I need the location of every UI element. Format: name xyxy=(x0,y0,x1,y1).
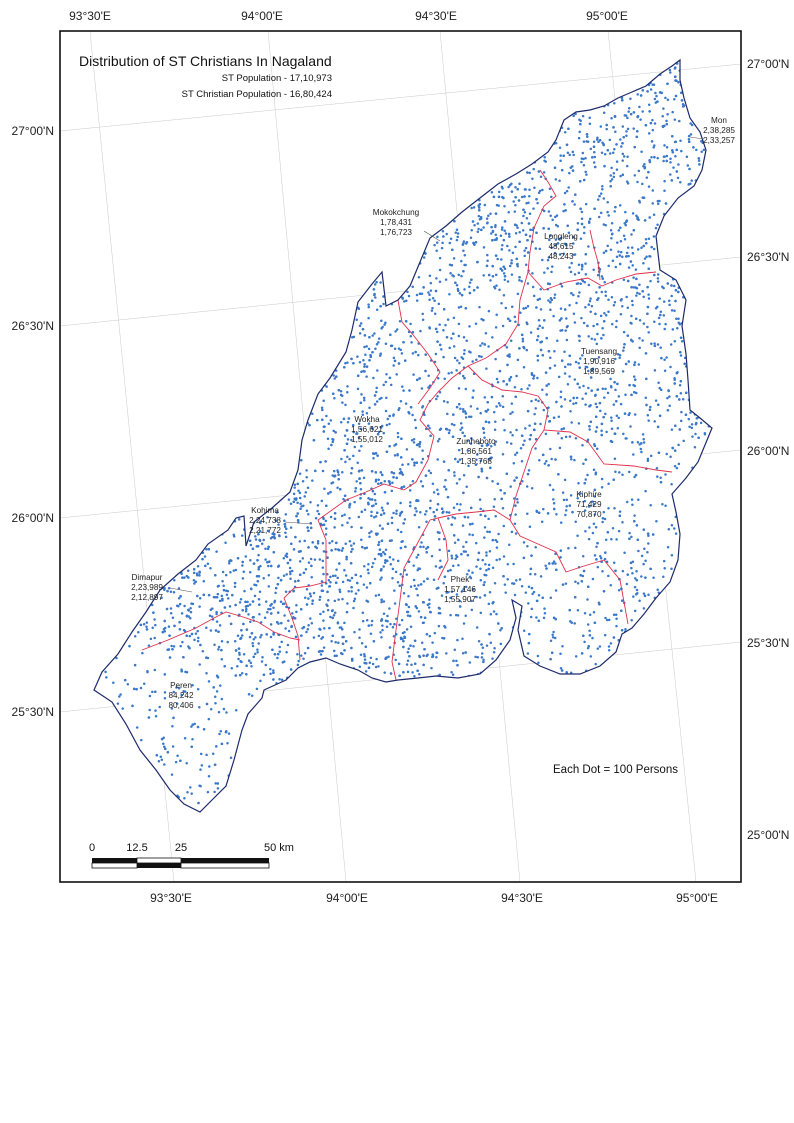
tick-left-1: 26°30'N xyxy=(12,319,54,333)
district-christian-zunheboto: 1,35,768 xyxy=(460,457,492,466)
district-st-mon: 2,38,285 xyxy=(703,126,735,135)
tick-left-2: 26°00'N xyxy=(12,511,54,525)
border-kiphire-phek xyxy=(509,429,629,625)
border-mokokchung-zunheboto xyxy=(403,271,529,491)
scale-seg-1 xyxy=(92,858,137,863)
border-kohima-phek xyxy=(391,509,511,681)
district-christian-dimapur: 2,12,897 xyxy=(131,593,163,602)
tick-bottom-3: 95°00'E xyxy=(676,891,718,905)
scale-label-2: 25 xyxy=(175,842,187,854)
district-christian-mokokchung: 1,76,723 xyxy=(380,228,412,237)
district-name-kohima: Kohima xyxy=(251,506,279,515)
district-christian-mon: 2,33,257 xyxy=(703,136,735,145)
district-st-wokha: 1,56,621 xyxy=(351,425,383,434)
tick-right-4: 25°00'N xyxy=(747,828,789,842)
st-population: ST Population - 17,10,973 xyxy=(222,73,332,84)
district-name-kiphire: Kiphire xyxy=(576,490,602,499)
district-st-dimapur: 2,23,989 xyxy=(131,583,163,592)
border-kohima-dimapur xyxy=(283,483,405,661)
district-name-mokokchung: Mokokchung xyxy=(373,208,420,217)
district-christian-kohima: 2,21,772 xyxy=(249,526,281,535)
district-name-wokha: Wokha xyxy=(354,415,380,424)
district-name-zunheboto: Zunheboto xyxy=(456,437,496,446)
tick-top-0: 93°30'E xyxy=(69,9,111,23)
district-name-dimapur: Dimapur xyxy=(132,573,163,582)
district-christian-kiphire: 70,870 xyxy=(576,510,601,519)
border-mokokchung-wokha xyxy=(397,299,441,405)
border-dimapur-peren xyxy=(141,611,301,651)
district-christian-wokha: 1,55,012 xyxy=(351,435,383,444)
scale-label-1: 12.5 xyxy=(126,842,147,854)
scale-bar: 0 12.5 25 50 km xyxy=(89,842,294,869)
district-name-phek: Phek xyxy=(451,575,471,584)
border-zunheboto-phek xyxy=(437,517,449,581)
scale-seg-4 xyxy=(91,862,138,869)
map-frame xyxy=(59,30,742,883)
district-name-mon: Mon xyxy=(711,116,727,125)
district-st-kiphire: 71,429 xyxy=(576,500,601,509)
district-st-kohima: 2,24,738 xyxy=(249,516,281,525)
district-st-mokokchung: 1,78,431 xyxy=(380,218,412,227)
district-st-zunheboto: 1,36,561 xyxy=(460,447,492,456)
dot-legend: Each Dot = 100 Persons xyxy=(553,764,678,776)
tick-bottom-2: 94°30'E xyxy=(501,891,543,905)
district-st-phek: 1,57,146 xyxy=(444,585,476,594)
leader-lines xyxy=(169,136,705,593)
district-christian-tuensang: 1,89,569 xyxy=(583,367,615,376)
tick-right-2: 26°00'N xyxy=(747,444,789,458)
scale-seg-6 xyxy=(180,862,270,869)
dot-density-layer xyxy=(104,62,711,805)
district-christian-phek: 1,55,907 xyxy=(444,595,476,604)
scale-seg-5 xyxy=(137,863,181,868)
left-ticks: 27°00'N 26°30'N 26°00'N 25°30'N xyxy=(12,124,54,719)
scale-label-3: 50 km xyxy=(264,842,294,854)
district-name-tuensang: Tuensang xyxy=(581,347,618,356)
scale-seg-3 xyxy=(181,858,269,863)
border-longleng-tuensang xyxy=(589,229,601,281)
st-christian-population: ST Christian Population - 16,80,424 xyxy=(182,89,332,100)
district-christian-peren: 80,406 xyxy=(168,701,193,710)
map-title: Distribution of ST Christians In Nagalan… xyxy=(79,53,332,69)
tick-bottom-1: 94°00'E xyxy=(326,891,368,905)
district-name-peren: Peren xyxy=(170,681,192,690)
tick-top-1: 94°00'E xyxy=(241,9,283,23)
scale-seg-2 xyxy=(136,857,182,864)
district-borders xyxy=(141,169,673,681)
tick-top-2: 94°30'E xyxy=(415,9,457,23)
tick-left-0: 27°00'N xyxy=(12,124,54,138)
tick-right-3: 25°30'N xyxy=(747,636,789,650)
district-st-longleng: 48,615 xyxy=(548,242,573,251)
right-ticks: 27°00'N 26°30'N 26°00'N 25°30'N 25°00'N xyxy=(747,57,789,842)
scale-label-0: 0 xyxy=(89,842,95,854)
tick-bottom-0: 93°30'E xyxy=(150,891,192,905)
district-name-longleng: Longleng xyxy=(544,232,578,241)
tick-top-3: 95°00'E xyxy=(586,9,628,23)
tick-left-3: 25°30'N xyxy=(12,705,54,719)
state-boundary xyxy=(93,58,713,813)
top-ticks: 93°30'E 94°00'E 94°30'E 95°00'E xyxy=(69,9,628,23)
state-area xyxy=(94,60,712,812)
district-christian-longleng: 48,243 xyxy=(548,252,573,261)
district-st-peren: 84,242 xyxy=(168,691,193,700)
tick-right-0: 27°00'N xyxy=(747,57,789,71)
tick-right-1: 26°30'N xyxy=(747,250,789,264)
district-st-tuensang: 1,90,916 xyxy=(583,357,615,366)
border-mon-longleng xyxy=(527,169,657,291)
bottom-ticks: 93°30'E 94°00'E 94°30'E 95°00'E xyxy=(150,891,718,905)
